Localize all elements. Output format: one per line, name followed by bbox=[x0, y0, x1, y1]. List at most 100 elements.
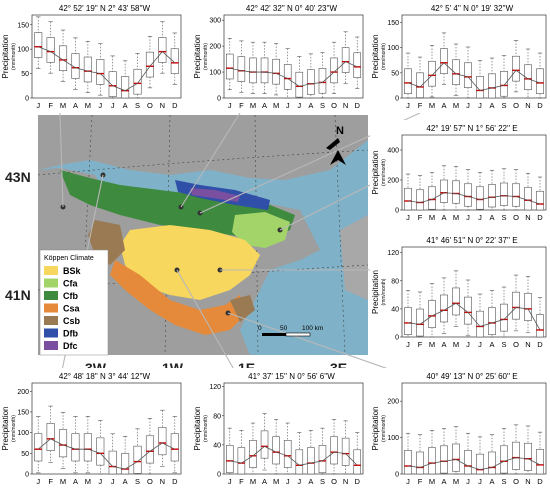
chart-panel-4: 42° 19' 57'' N 1° 56' 22'' E Precipitatio… bbox=[370, 120, 550, 225]
box-iqr bbox=[226, 445, 234, 474]
y-tick-label: 0 bbox=[395, 472, 399, 479]
median-line bbox=[229, 61, 358, 87]
chart-panel-2: 42° 42' 32'' N 0° 40' 23''W Precipitation… bbox=[192, 0, 367, 113]
y-axis-label: Precipitation bbox=[371, 406, 380, 450]
y-tick-label: 50 bbox=[391, 70, 399, 77]
y-axis-label: Precipitation bbox=[371, 34, 380, 78]
chart-title: 42° 42' 32'' N 0° 40' 23''W bbox=[246, 4, 338, 13]
x-tick-label: J bbox=[286, 101, 290, 110]
y-tick-label: 0 bbox=[395, 208, 399, 215]
box-iqr bbox=[237, 447, 246, 475]
median-line bbox=[407, 62, 541, 91]
x-tick-label: M bbox=[250, 477, 256, 486]
x-tick-label: N bbox=[525, 213, 530, 222]
box-iqr bbox=[46, 37, 55, 63]
x-tick-label: J bbox=[297, 477, 301, 486]
box-iqr bbox=[121, 453, 130, 475]
y-tick-label: 120 bbox=[209, 384, 221, 391]
box-iqr bbox=[295, 71, 304, 98]
box-j-6 bbox=[464, 46, 472, 99]
box-iqr bbox=[452, 287, 460, 316]
x-tick-label: M bbox=[453, 340, 459, 349]
x-tick-label: D bbox=[537, 477, 543, 486]
scale-bar: 0 50 100 km bbox=[258, 325, 323, 337]
x-tick-label: M bbox=[273, 101, 279, 110]
legend-swatch-dfb bbox=[44, 328, 58, 338]
chart-panel-3: 42° 5' 4'' N 0° 19' 32''W Precipitation (m… bbox=[370, 0, 550, 113]
basin-bsk bbox=[120, 225, 260, 300]
box-iqr bbox=[330, 436, 338, 465]
box-iqr bbox=[500, 182, 508, 206]
basin-cfa bbox=[232, 212, 290, 248]
box-iqr bbox=[500, 303, 508, 332]
box-iqr bbox=[59, 45, 68, 72]
x-tick-label: O bbox=[147, 101, 153, 110]
x-tick-label: O bbox=[331, 477, 337, 486]
box-iqr bbox=[404, 187, 412, 211]
x-tick-label: S bbox=[320, 477, 325, 486]
y-axis-label: Precipitation bbox=[193, 34, 202, 78]
x-tick-label: A bbox=[308, 101, 313, 110]
x-tick-label: A bbox=[489, 477, 494, 486]
chart-title: 42° 48' 18'' N 3° 44' 12''W bbox=[59, 372, 151, 381]
x-tick-label: A bbox=[489, 340, 494, 349]
y-tick-label: 80 bbox=[391, 278, 399, 285]
box-iqr bbox=[476, 310, 484, 338]
y-axis-label: Precipitation bbox=[1, 34, 10, 78]
box-iqr bbox=[524, 64, 532, 90]
box-iqr bbox=[341, 47, 350, 73]
legend-label-dfc: Dfc bbox=[63, 341, 78, 351]
y-tick-label: 100 bbox=[387, 435, 399, 442]
x-tick-label: J bbox=[478, 477, 482, 486]
x-tick-label: A bbox=[123, 101, 128, 110]
box-iqr bbox=[330, 57, 338, 84]
y-tick-label: 120 bbox=[387, 250, 399, 257]
box-iqr bbox=[46, 423, 55, 451]
box-iqr bbox=[404, 450, 412, 475]
box-iqr bbox=[452, 443, 460, 472]
box-j-7 bbox=[476, 60, 484, 99]
box-iqr bbox=[452, 59, 460, 85]
x-tick-label: A bbox=[308, 477, 313, 486]
plot-frame bbox=[401, 14, 547, 99]
y-tick-label: 150 bbox=[17, 409, 29, 416]
y-axis-unit: (mm/month) bbox=[203, 43, 209, 70]
x-tick-label: A bbox=[441, 101, 446, 110]
legend-label-dfb: Dfb bbox=[63, 329, 78, 339]
box-iqr bbox=[83, 56, 92, 83]
y-axis-unit: (mm/month) bbox=[381, 278, 387, 305]
x-tick-label: S bbox=[501, 477, 506, 486]
box-iqr bbox=[133, 68, 142, 95]
box-iqr bbox=[341, 437, 350, 466]
box-iqr bbox=[440, 445, 448, 474]
legend-title: Köppen Climate bbox=[44, 255, 94, 262]
y-tick-label: 50 bbox=[21, 71, 29, 78]
legend-label-cfa: Cfa bbox=[63, 279, 78, 289]
plot-frame bbox=[223, 14, 364, 99]
box-iqr bbox=[295, 449, 304, 475]
legend-label-bsk: BSk bbox=[63, 266, 82, 276]
box-iqr bbox=[512, 441, 520, 470]
box-j-1 bbox=[226, 37, 234, 91]
box-iqr bbox=[260, 430, 269, 459]
box-iqr bbox=[237, 56, 246, 82]
plot-frame bbox=[223, 382, 364, 475]
x-tick-label: M bbox=[453, 477, 459, 486]
x-tick-label: J bbox=[466, 101, 470, 110]
y-tick-label: 100 bbox=[387, 45, 399, 52]
box-iqr bbox=[272, 58, 280, 85]
x-tick-label: N bbox=[160, 477, 165, 486]
box-iqr bbox=[536, 68, 544, 94]
median-line bbox=[37, 438, 175, 470]
x-tick-label: N bbox=[525, 101, 530, 110]
x-tick-label: D bbox=[537, 213, 543, 222]
box-iqr bbox=[318, 68, 327, 94]
box-iqr bbox=[440, 48, 448, 74]
x-tick-label: A bbox=[441, 477, 446, 486]
box-iqr bbox=[428, 186, 436, 210]
x-tick-label: N bbox=[525, 340, 530, 349]
box-iqr bbox=[96, 59, 105, 85]
box-iqr bbox=[34, 433, 43, 462]
box-j-1 bbox=[404, 52, 412, 99]
